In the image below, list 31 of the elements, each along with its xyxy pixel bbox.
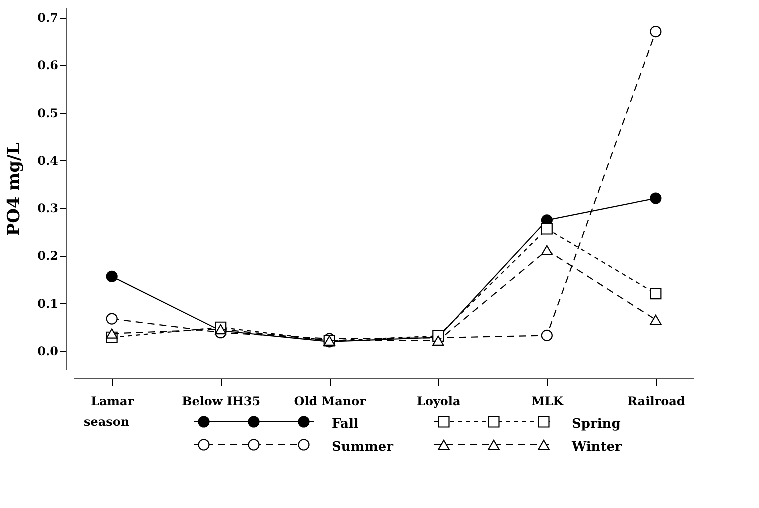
point [106, 270, 118, 282]
y-tick-label: 0.5 [38, 106, 58, 120]
x-tick-label: Railroad [628, 394, 686, 408]
legend-title: season [84, 415, 130, 429]
y-tick-label: 0.3 [38, 202, 58, 216]
point [650, 314, 662, 326]
x-tick-label: MLK [532, 394, 564, 408]
y-tick-label: 0.0 [38, 344, 58, 358]
y-tick-label: 0.7 [38, 11, 58, 26]
point [541, 330, 553, 342]
point [541, 245, 553, 256]
legend-label: Summer [332, 440, 394, 455]
y-tick-label: 0.6 [38, 58, 58, 73]
point [650, 192, 662, 204]
y-axis-title: PO4 mg/L [4, 142, 25, 236]
x-tick-label: Below IH35 [182, 394, 261, 408]
x-tick-label: Old Manor [294, 394, 367, 408]
y-tick-label: 0.1 [38, 296, 58, 311]
point [106, 328, 118, 339]
legend-label: Fall [332, 417, 359, 432]
point [106, 313, 118, 325]
point [432, 336, 444, 346]
legend-label: Winter [571, 440, 622, 455]
y-tick-label: 0.2 [38, 249, 58, 264]
y-tick-label: 0.4 [38, 154, 58, 168]
x-tick-label: Loyola [417, 394, 461, 408]
point [650, 26, 662, 38]
legend-label: Spring [572, 417, 621, 432]
point [650, 288, 662, 300]
point [541, 223, 553, 235]
x-tick-label: Lamar [91, 394, 135, 408]
